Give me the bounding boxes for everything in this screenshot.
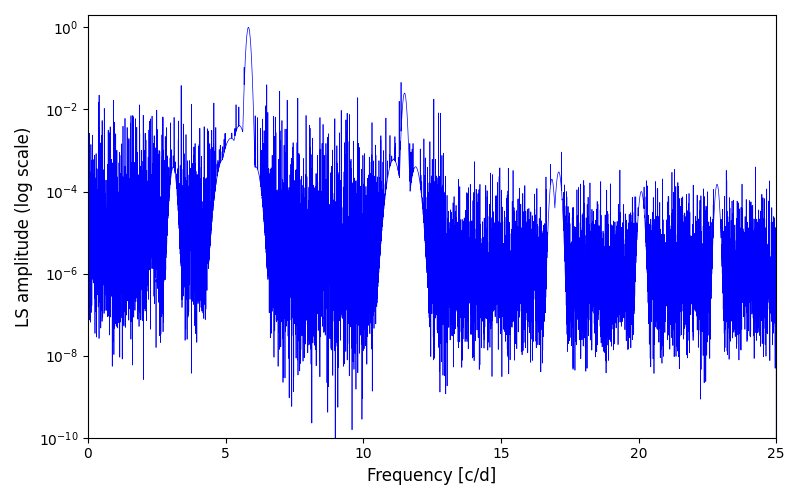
Y-axis label: LS amplitude (log scale): LS amplitude (log scale): [15, 126, 33, 326]
X-axis label: Frequency [c/d]: Frequency [c/d]: [367, 467, 497, 485]
